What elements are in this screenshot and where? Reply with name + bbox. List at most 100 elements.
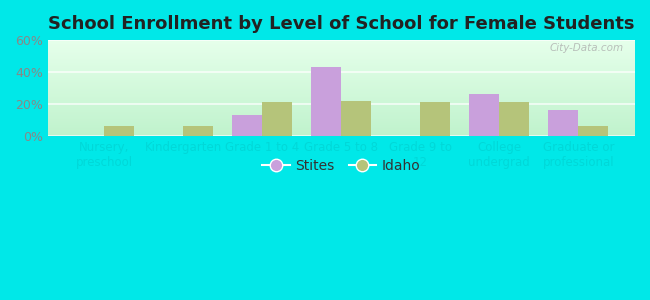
Bar: [47, 55, 635, 56]
Bar: [47, 52, 635, 53]
Bar: [47, 40, 635, 41]
Bar: [47, 46, 635, 47]
Bar: [263, 102, 292, 136]
Title: School Enrollment by Level of School for Female Students: School Enrollment by Level of School for…: [48, 15, 634, 33]
Bar: [47, 110, 635, 111]
Bar: [47, 97, 635, 98]
Bar: [47, 41, 635, 42]
Bar: [47, 49, 635, 50]
Bar: [47, 82, 635, 83]
Bar: [47, 70, 635, 71]
Bar: [47, 60, 635, 61]
Bar: [47, 127, 635, 128]
Bar: [47, 135, 635, 136]
Bar: [47, 96, 635, 97]
Bar: [47, 91, 635, 92]
Bar: [47, 62, 635, 63]
Bar: [47, 47, 635, 48]
Bar: [47, 78, 635, 79]
Bar: [47, 87, 635, 88]
Bar: [47, 57, 635, 58]
Bar: [47, 111, 635, 112]
Bar: [47, 114, 635, 115]
Bar: [47, 103, 635, 104]
Bar: [47, 90, 635, 91]
Bar: [47, 54, 635, 55]
Bar: [47, 77, 635, 78]
Bar: [233, 115, 263, 136]
Bar: [47, 105, 635, 106]
Bar: [47, 86, 635, 87]
Bar: [47, 89, 635, 90]
Bar: [47, 104, 635, 105]
Bar: [47, 61, 635, 62]
Bar: [47, 121, 635, 122]
Bar: [47, 53, 635, 54]
Bar: [47, 120, 635, 121]
Bar: [47, 56, 635, 57]
Bar: [47, 64, 635, 65]
Bar: [47, 122, 635, 123]
Bar: [47, 132, 635, 133]
Bar: [47, 126, 635, 127]
Bar: [47, 65, 635, 66]
Bar: [47, 85, 635, 86]
Bar: [469, 94, 499, 136]
Bar: [311, 67, 341, 136]
Text: City-Data.com: City-Data.com: [549, 43, 623, 53]
Bar: [47, 106, 635, 107]
Bar: [47, 123, 635, 124]
Bar: [47, 69, 635, 70]
Bar: [105, 126, 135, 136]
Bar: [47, 129, 635, 130]
Bar: [47, 66, 635, 67]
Bar: [47, 73, 635, 74]
Bar: [47, 58, 635, 59]
Bar: [47, 74, 635, 75]
Bar: [47, 107, 635, 108]
Bar: [47, 45, 635, 46]
Bar: [47, 71, 635, 72]
Bar: [47, 67, 635, 68]
Bar: [47, 51, 635, 52]
Bar: [47, 44, 635, 45]
Bar: [183, 126, 213, 136]
Bar: [47, 113, 635, 114]
Bar: [47, 79, 635, 80]
Bar: [47, 42, 635, 43]
Bar: [47, 119, 635, 120]
Bar: [47, 81, 635, 82]
Bar: [47, 76, 635, 77]
Bar: [578, 126, 608, 136]
Bar: [47, 59, 635, 60]
Bar: [47, 115, 635, 116]
Bar: [47, 98, 635, 99]
Bar: [47, 75, 635, 76]
Bar: [47, 93, 635, 94]
Legend: Stites, Idaho: Stites, Idaho: [257, 154, 426, 179]
Bar: [47, 124, 635, 125]
Bar: [549, 110, 578, 136]
Bar: [47, 68, 635, 69]
Bar: [47, 112, 635, 113]
Bar: [47, 130, 635, 131]
Bar: [47, 108, 635, 109]
Bar: [47, 95, 635, 96]
Bar: [47, 128, 635, 129]
Bar: [47, 63, 635, 64]
Bar: [47, 48, 635, 49]
Bar: [47, 102, 635, 103]
Bar: [47, 94, 635, 95]
Bar: [47, 101, 635, 102]
Bar: [341, 101, 371, 136]
Bar: [47, 84, 635, 85]
Bar: [47, 117, 635, 118]
Bar: [499, 102, 529, 136]
Bar: [47, 92, 635, 93]
Bar: [47, 131, 635, 132]
Bar: [47, 80, 635, 81]
Bar: [47, 118, 635, 119]
Bar: [421, 102, 450, 136]
Bar: [47, 88, 635, 89]
Bar: [47, 100, 635, 101]
